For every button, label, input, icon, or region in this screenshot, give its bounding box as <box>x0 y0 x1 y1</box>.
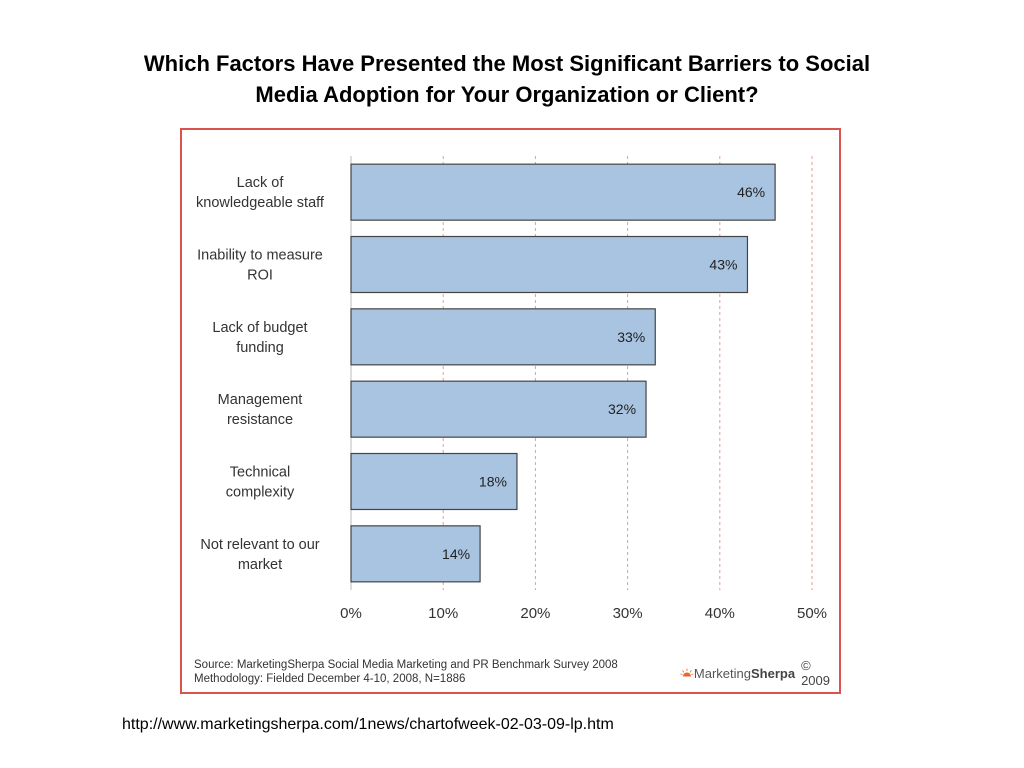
source-note: Source: MarketingSherpa Social Media Mar… <box>194 658 618 686</box>
category-label-line: Lack of <box>237 175 285 191</box>
methodology-line: Methodology: Fielded December 4-10, 2008… <box>194 673 466 685</box>
category-label-line: knowledgeable staff <box>196 195 325 211</box>
x-tick-label: 20% <box>520 605 550 622</box>
category-label-line: Inability to measure <box>197 248 323 264</box>
bar-value-label: 14% <box>442 546 470 562</box>
category-label-line: ROI <box>247 268 273 284</box>
bar-value-label: 46% <box>737 184 765 200</box>
category-label-line: Not relevant to our <box>200 537 319 553</box>
bar-value-label: 32% <box>608 401 636 417</box>
category-label-line: Technical <box>230 465 290 481</box>
category-label-line: Lack of budget <box>212 320 307 336</box>
category-label-line: funding <box>236 340 284 356</box>
bar <box>350 380 647 438</box>
x-tick-label: 50% <box>797 605 827 622</box>
source-url: http://www.marketingsherpa.com/1news/cha… <box>122 716 614 733</box>
bar <box>350 452 518 511</box>
category-label-line: resistance <box>227 412 293 428</box>
x-tick-label: 0% <box>340 605 362 622</box>
bar-value-label: 18% <box>479 474 507 490</box>
category-label-line: Management <box>218 392 303 408</box>
category-label-line: complexity <box>226 485 295 501</box>
bar <box>350 163 776 221</box>
category-label: Management resistance <box>218 392 303 428</box>
bar-value-label: 43% <box>709 257 737 273</box>
source-line: Source: MarketingSherpa Social Media Mar… <box>194 659 618 671</box>
x-tick-label: 30% <box>613 605 643 622</box>
bar <box>350 308 656 366</box>
x-tick-label: 40% <box>705 605 735 622</box>
marketingsherpa-logo: MarketingSherpa © 2009 <box>680 658 830 688</box>
chart-frame: 46% Lack of knowledgeable staff 43% Inabilit… <box>180 128 841 694</box>
logo-copyright: © 2009 <box>801 658 830 688</box>
category-label: Technical complexity <box>226 465 295 501</box>
category-label: Not relevant to our market <box>200 537 319 573</box>
bar-chart: 46% Lack of knowledgeable staff 43% Inabilit… <box>196 156 827 622</box>
bar-value-label: 33% <box>617 329 645 345</box>
category-label: Lack of knowledgeable staff <box>196 175 325 211</box>
bar <box>350 525 481 583</box>
category-label: Inability to measure ROI <box>197 248 323 284</box>
logo-text: MarketingSherpa <box>693 665 796 681</box>
sun-icon <box>680 668 694 677</box>
category-label: Lack of budget funding <box>212 320 307 356</box>
category-label-line: market <box>238 557 282 573</box>
bar <box>350 235 749 294</box>
x-tick-label: 10% <box>428 605 458 622</box>
chart-title: Which Factors Have Presented the Most Si… <box>143 51 871 107</box>
